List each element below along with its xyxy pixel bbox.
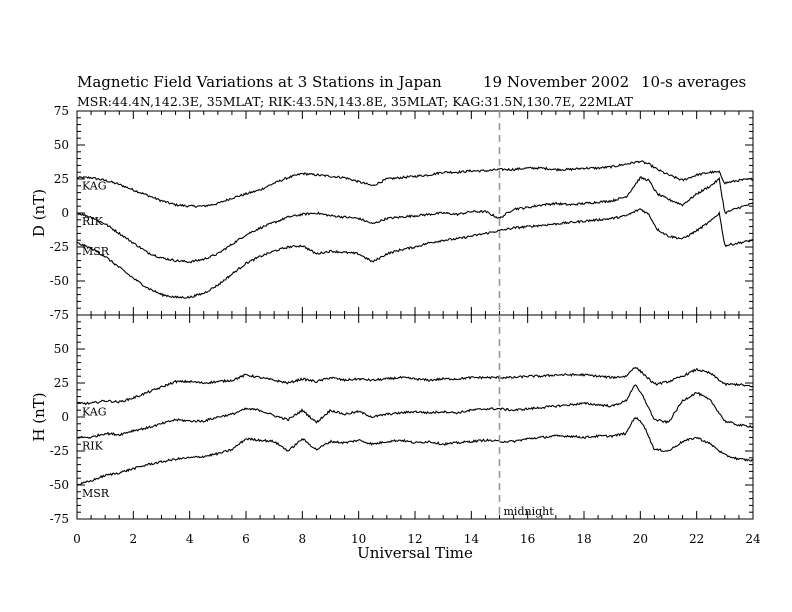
x-tick-label: 14 <box>464 532 480 546</box>
panel-frame-2 <box>76 314 754 520</box>
x-tick-label: 10 <box>351 532 366 546</box>
y-tick-label: 0 <box>61 206 69 220</box>
x-tick-label: 18 <box>576 532 591 546</box>
series-label-kag: KAG <box>82 405 107 418</box>
series-line-msr <box>76 208 754 299</box>
y-tick-label: -25 <box>50 444 69 458</box>
y-tick-label: 25 <box>54 376 69 390</box>
y-tick-label: -50 <box>50 274 69 288</box>
panel-frame-1 <box>76 110 754 316</box>
y-axis-label: D (nT) <box>30 189 48 237</box>
x-tick-label: 6 <box>242 532 250 546</box>
y-tick-label: -75 <box>50 308 69 322</box>
station-coordinates: MSR:44.4N,142.3E, 35MLAT; RIK:43.5N,143.… <box>77 94 633 109</box>
series-label-rik: RIK <box>82 215 104 228</box>
y-tick-label: 50 <box>54 342 69 356</box>
y-axis-label: H (nT) <box>30 392 48 441</box>
midnight-label: midnight <box>504 505 555 518</box>
chart-title: Magnetic Field Variations at 3 Stations … <box>77 73 442 91</box>
series-label-rik: RIK <box>82 439 104 452</box>
x-tick-label: 22 <box>689 532 704 546</box>
y-tick-label: -75 <box>50 512 69 526</box>
x-tick-label: 12 <box>407 532 422 546</box>
series-line-kag <box>76 160 754 208</box>
x-tick-label: 0 <box>73 532 81 546</box>
series-label-msr: MSR <box>82 487 110 500</box>
averaging-note: 10-s averages <box>641 73 747 91</box>
y-tick-label: -25 <box>50 240 69 254</box>
y-tick-label: 0 <box>61 410 69 424</box>
y-tick-label: 50 <box>54 138 69 152</box>
series-line-msr <box>76 417 754 486</box>
x-tick-label: 2 <box>130 532 138 546</box>
x-tick-label: 24 <box>745 532 761 546</box>
series-line-rik <box>76 176 754 264</box>
x-tick-label: 16 <box>520 532 535 546</box>
series-line-kag <box>76 366 754 406</box>
chart-date: 19 November 2002 <box>483 73 630 91</box>
y-tick-label: 25 <box>54 172 69 186</box>
series-line-rik <box>76 384 754 439</box>
x-tick-label: 8 <box>299 532 307 546</box>
y-tick-label: 75 <box>54 104 69 118</box>
series-label-kag: KAG <box>82 180 107 193</box>
x-tick-label: 20 <box>633 532 648 546</box>
y-tick-label: -50 <box>50 478 69 492</box>
x-axis-label: Universal Time <box>357 544 473 562</box>
x-tick-label: 4 <box>186 532 194 546</box>
series-label-msr: MSR <box>82 245 110 258</box>
